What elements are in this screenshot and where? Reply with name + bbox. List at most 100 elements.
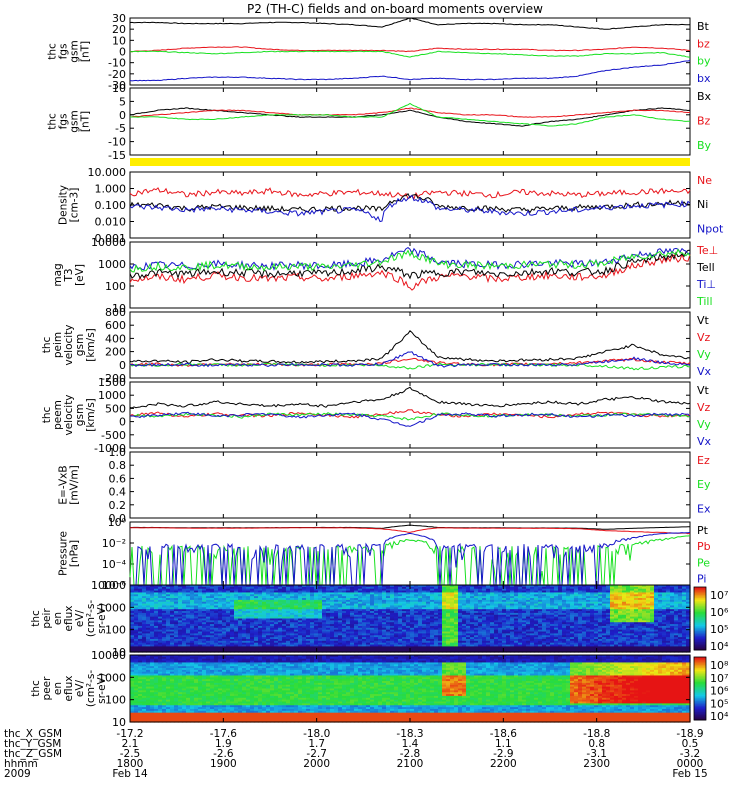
spectrogram-cell — [134, 627, 139, 631]
spectrogram-cell — [466, 609, 471, 612]
spectrogram-cell — [146, 592, 151, 595]
spectrogram-cell — [226, 638, 231, 642]
spectrogram-cell — [526, 620, 531, 623]
spectrogram-cell — [542, 642, 547, 646]
spectrogram-cell — [566, 624, 571, 627]
spectrogram-cell — [158, 624, 163, 627]
spectrogram-cell — [338, 590, 343, 594]
spectrogram-cell — [574, 609, 579, 612]
y-axis-label: thcfgsgsm[nT] — [47, 110, 92, 132]
spectrogram-cell — [518, 590, 523, 594]
spectrogram-cell — [322, 638, 327, 642]
spectrogram-cell — [246, 631, 251, 634]
spectrogram-cell — [406, 618, 411, 621]
spectrogram-cell — [266, 625, 271, 629]
spectrogram-cell — [138, 624, 143, 627]
spectrogram-cell — [386, 603, 391, 607]
spectrogram-cell — [246, 640, 251, 644]
spectrogram-cell — [466, 644, 471, 648]
spectrogram-cell — [274, 640, 279, 644]
spectrogram-cell — [202, 612, 207, 616]
spectrogram-cell — [530, 625, 535, 629]
spectrogram-cell — [246, 592, 251, 595]
spectrogram-cell — [570, 596, 575, 599]
spectrogram-cell — [622, 625, 627, 629]
spectrogram-cell — [602, 609, 607, 612]
spectrogram-cell — [366, 644, 371, 648]
spectrogram-cell — [274, 648, 279, 651]
spectrogram-cell — [374, 585, 379, 588]
spectrogram-cell — [542, 586, 547, 590]
spectrogram-cell — [378, 594, 383, 597]
spectrogram-cell — [298, 650, 303, 653]
spectrogram-cell — [262, 596, 267, 599]
spectrogram-cell — [410, 601, 415, 605]
spectrogram-cell — [142, 640, 147, 644]
spectrogram-cell — [298, 612, 303, 616]
spectrogram-cell — [526, 622, 531, 625]
spectrogram-cell — [642, 596, 647, 599]
spectrogram-cell — [222, 599, 227, 603]
spectrogram-cell — [590, 614, 595, 618]
spectrogram-cell — [146, 596, 151, 599]
spectrogram-cell — [206, 644, 211, 648]
spectrogram-cell — [522, 625, 527, 629]
spectrogram-cell — [322, 599, 327, 603]
spectrogram-cell — [154, 603, 159, 607]
spectrogram-cell — [618, 601, 623, 605]
spectrogram-cell — [330, 603, 335, 607]
spectrogram-cell — [370, 650, 375, 653]
spectrogram-cell — [346, 642, 351, 646]
spectrogram-cell — [594, 616, 599, 620]
spectrogram-cell — [174, 618, 179, 621]
spectrogram-cell — [642, 620, 647, 623]
spectrogram-cell — [578, 650, 583, 653]
spectrogram-cell — [378, 646, 383, 649]
spectrogram-cell — [462, 616, 467, 620]
spectrogram-cell — [254, 622, 259, 625]
spectrogram-cell — [594, 618, 599, 621]
spectrogram-cell — [302, 594, 307, 597]
spectrogram-cell — [246, 646, 251, 649]
spectrogram-cell — [234, 620, 239, 623]
spectrogram-cell — [538, 612, 543, 616]
spectrogram-cell — [206, 642, 211, 646]
spectrogram-cell — [542, 592, 547, 595]
spectrogram-cell — [382, 625, 387, 629]
spectrogram-cell — [246, 594, 251, 597]
spectrogram-cell — [142, 629, 147, 633]
spectrogram-cell — [146, 624, 151, 627]
spectrogram-cell — [566, 605, 571, 608]
spectrogram-cell — [526, 644, 531, 648]
spectrogram-cell — [550, 625, 555, 629]
spectrogram-cell — [602, 631, 607, 634]
spectrogram-cell — [186, 603, 191, 607]
spectrogram-cell — [314, 633, 319, 636]
spectrogram-cell — [382, 598, 387, 601]
spectrogram-cell — [322, 620, 327, 623]
spectrogram-cell — [522, 592, 527, 595]
spectrogram-cell — [442, 612, 447, 616]
spectrogram-cell — [286, 644, 291, 648]
spectrogram-cell — [290, 599, 295, 603]
spectrogram-cell — [182, 648, 187, 651]
spectrogram-cell — [590, 603, 595, 607]
spectrogram-cell — [242, 598, 247, 601]
spectrogram-cell — [222, 596, 227, 599]
spectrogram-cell — [526, 586, 531, 590]
spectrogram-cell — [270, 620, 275, 623]
spectrogram-cell — [486, 598, 491, 601]
spectrogram-cell — [282, 637, 287, 640]
spectrogram-cell — [150, 633, 155, 636]
spectrogram-cell — [262, 594, 267, 597]
spectrogram-cell — [622, 611, 627, 614]
spectrogram-cell — [462, 596, 467, 599]
spectrogram-cell — [234, 605, 239, 608]
spectrogram-cell — [586, 637, 591, 640]
spectrogram-cell — [386, 599, 391, 603]
spectrogram-cell — [210, 590, 215, 594]
spectrogram-cell — [454, 592, 459, 595]
spectrogram-cell — [398, 640, 403, 644]
spectrogram-cell — [430, 620, 435, 623]
spectrogram-cell — [426, 633, 431, 636]
